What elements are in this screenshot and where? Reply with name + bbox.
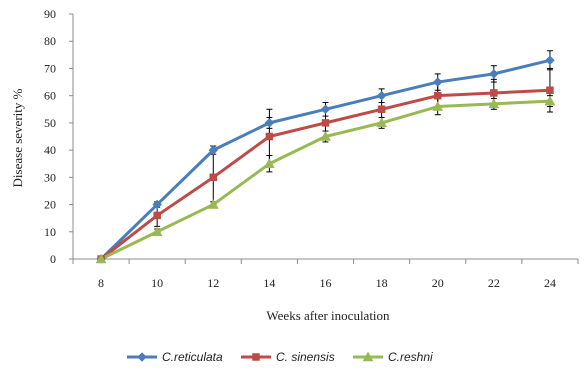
legend: C.reticulata C. sinensis C.reshni	[127, 350, 433, 364]
legend-swatch-marker-c-sinensis	[252, 353, 260, 361]
x-tick-label: 14	[263, 276, 275, 290]
data-point-c-reshni	[207, 199, 219, 209]
y-tick-label: 60	[44, 89, 56, 103]
data-point-c-reshni	[95, 253, 107, 264]
series-markers	[95, 55, 556, 264]
data-point-c-reticulata	[320, 104, 331, 115]
data-point-c-reshni	[151, 226, 163, 237]
data-point-c-reticulata	[152, 199, 163, 210]
data-point-c-reticulata	[208, 145, 219, 155]
data-point-c-reshni	[376, 117, 388, 128]
x-tick-label: 22	[488, 276, 500, 290]
series-line-c-reticulata	[100, 58, 551, 261]
data-point-c-reticulata	[264, 118, 275, 128]
data-point-c-reshni	[320, 130, 331, 141]
y-axis-title: Disease severity %	[10, 88, 25, 187]
x-tick-label: 20	[432, 276, 444, 290]
data-point-c-reticulata	[545, 55, 555, 66]
data-point-c-sinensis	[546, 86, 554, 94]
data-point-c-reshni	[263, 158, 275, 168]
x-tick-label: 16	[320, 276, 332, 290]
data-point-c-sinensis	[433, 91, 442, 100]
data-point-c-reticulata	[488, 69, 499, 79]
data-point-c-sinensis	[321, 119, 330, 127]
x-tick-label: 10	[151, 276, 163, 290]
y-tick-label: 10	[44, 225, 56, 239]
y-tick-label: 50	[44, 116, 56, 130]
legend-swatch-marker-c-reshni	[362, 351, 374, 362]
data-point-c-reticulata	[376, 90, 387, 101]
data-point-c-sinensis	[153, 211, 161, 220]
data-point-c-reticulata	[432, 77, 443, 87]
axes: 0 10 20 30 40 50 60 70 80 90 8 10 12 14 16 18 20 22 24	[44, 7, 579, 290]
y-tick-label: 40	[44, 143, 56, 157]
x-tick-label: 12	[207, 276, 219, 290]
data-point-c-reshni	[432, 101, 444, 111]
data-point-c-sinensis	[209, 173, 218, 182]
legend-label-c-sinensis: C. sinensis	[276, 350, 335, 364]
legend-label-c-reshni: C.reshni	[388, 350, 433, 364]
y-tick-label: 0	[50, 252, 56, 266]
y-tick-label: 30	[44, 170, 56, 184]
x-axis-title: Weeks after inoculation	[266, 308, 390, 323]
data-point-c-sinensis	[490, 89, 498, 97]
y-tick-label: 90	[44, 7, 56, 21]
legend-label-c-reticulata: C.reticulata	[162, 350, 223, 364]
x-tick-label: 8	[98, 276, 104, 290]
y-tick-label: 70	[44, 61, 56, 75]
legend-swatch-marker-c-reticulata	[137, 352, 147, 362]
data-point-c-reshni	[544, 95, 556, 106]
y-tick-label: 20	[44, 198, 56, 212]
data-point-c-reshni	[488, 98, 500, 109]
x-tick-label: 18	[376, 276, 388, 290]
data-point-c-sinensis	[377, 105, 386, 114]
series-lines	[100, 58, 551, 261]
y-tick-label: 80	[44, 34, 56, 48]
data-point-c-sinensis	[265, 132, 274, 141]
x-tick-label: 24	[544, 276, 556, 290]
